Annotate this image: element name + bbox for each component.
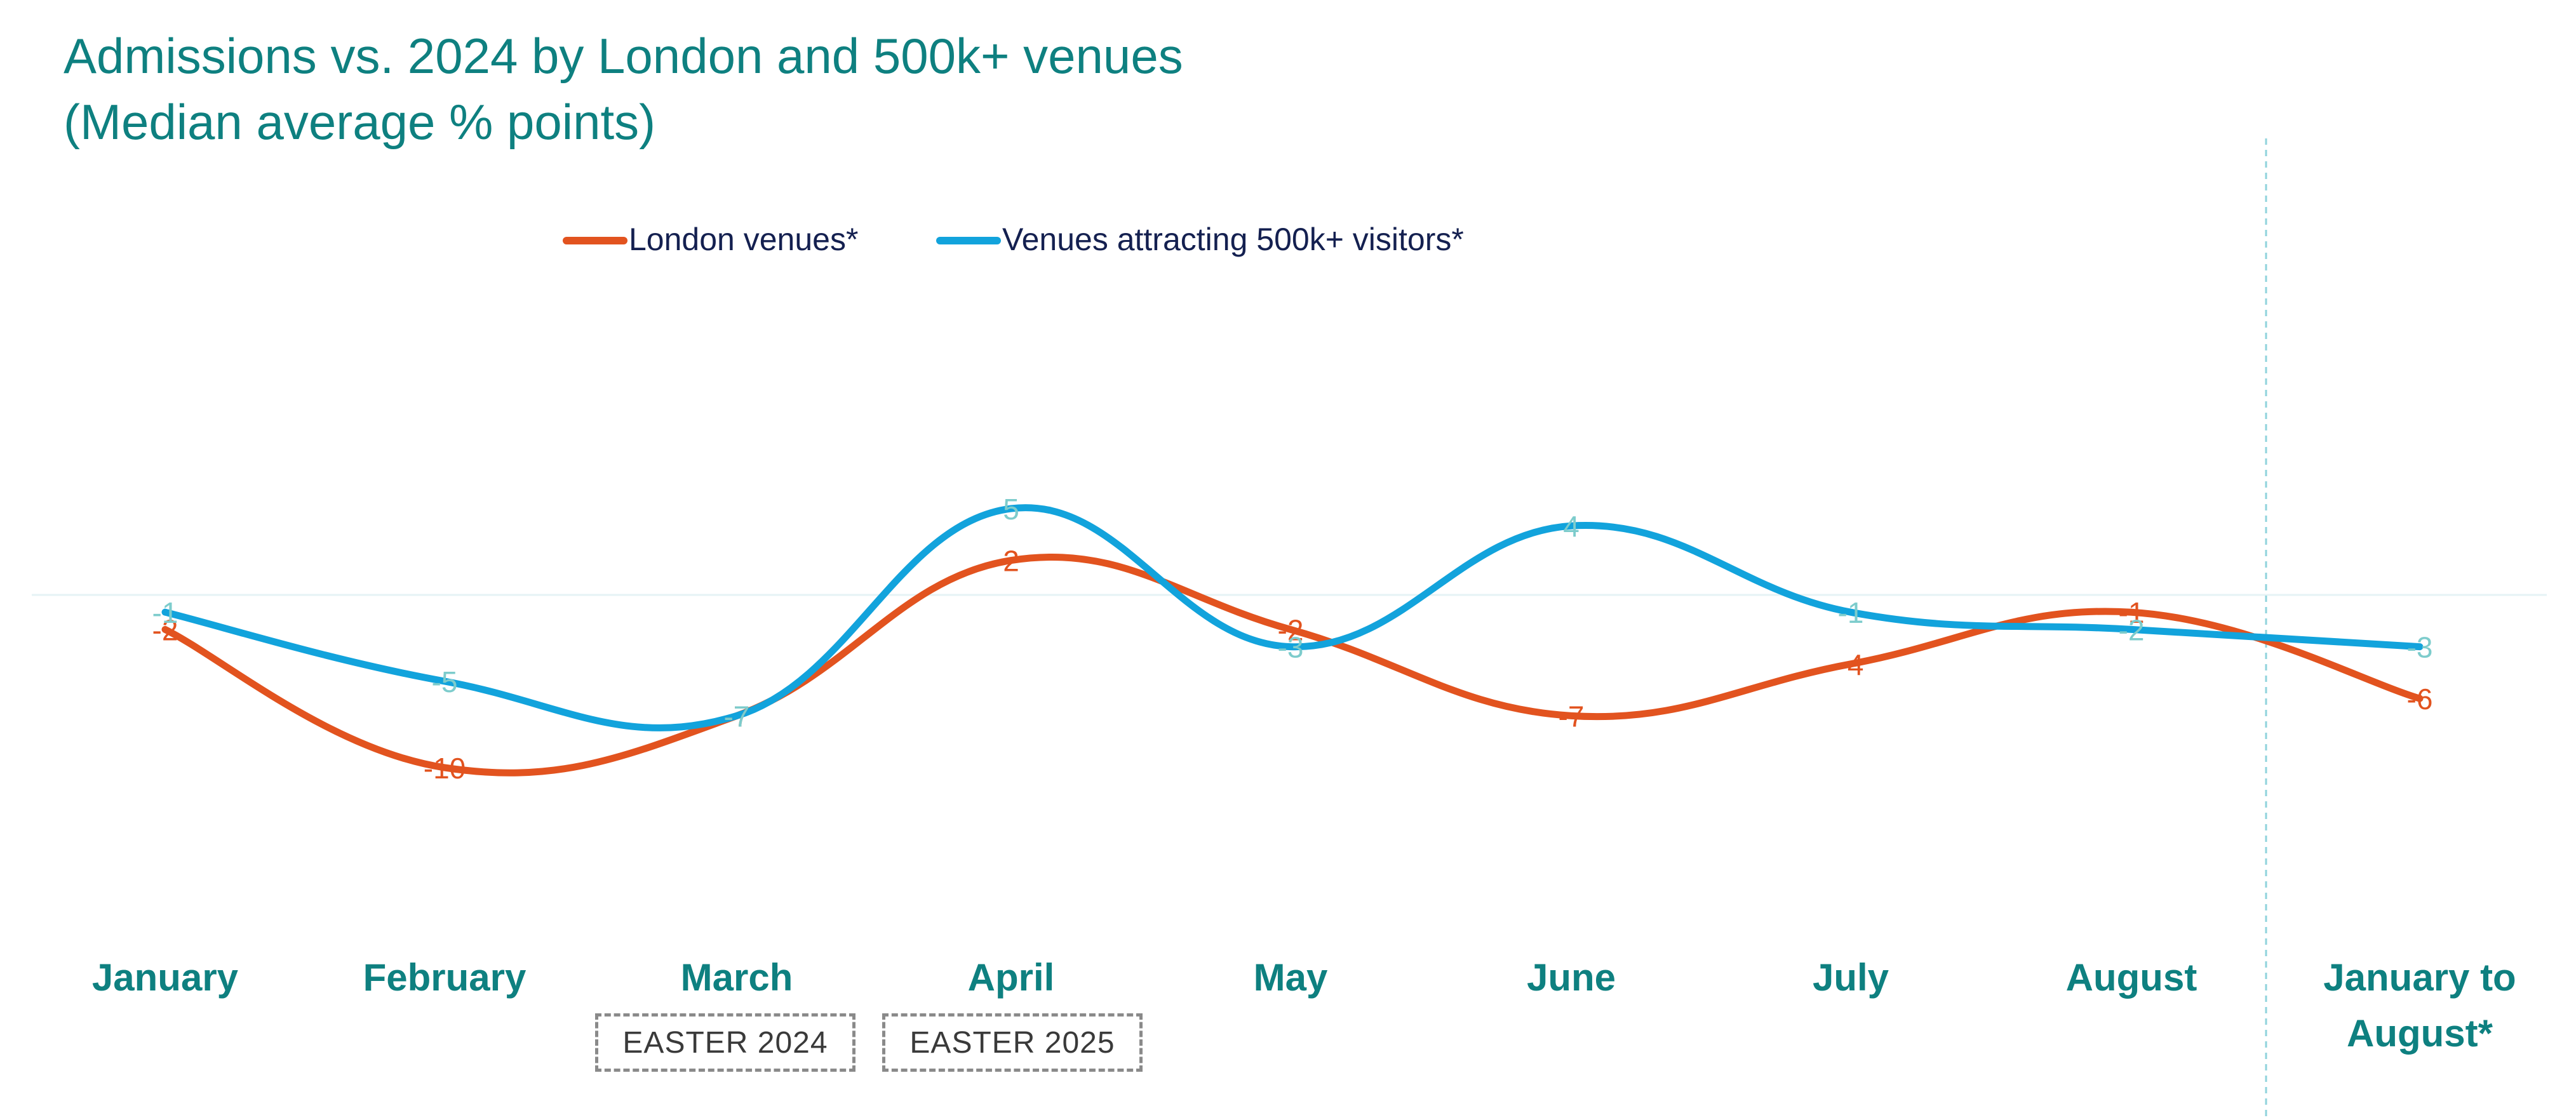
data-label-london-5: -7: [1559, 700, 1585, 733]
annotation-easter-2025: EASTER 2025: [882, 1013, 1143, 1072]
x-axis-labels: January February March April May June July Augu…: [92, 956, 2516, 1055]
chart-title-line-2: (Median average % points): [64, 94, 656, 150]
data-labels: -2-10-72-2-7-4-1-6-1-5-75-34-1-2-3: [152, 493, 2433, 785]
data-label-london-7: -1: [2119, 596, 2145, 629]
legend-label-500k: Venues attracting 500k+ visitors*: [1002, 222, 1464, 257]
data-label-london-4: -2: [1278, 613, 1304, 646]
data-label-500k-1: -5: [432, 665, 458, 698]
x-axis-label-3: April: [968, 956, 1055, 999]
data-label-500k-4: -3: [1278, 631, 1304, 664]
data-label-london-2: -7: [724, 700, 750, 733]
series-line-500k: [161, 504, 2424, 731]
data-label-500k-7: -2: [2119, 613, 2145, 646]
x-axis-label-7: August: [2066, 956, 2197, 999]
x-axis-label-0: January: [92, 956, 239, 999]
data-label-london-1: -10: [424, 752, 466, 785]
series-line-london: [161, 553, 2424, 777]
x-axis-label-1: February: [363, 956, 527, 999]
chart-title-line-1: Admissions vs. 2024 by London and 500k+ …: [64, 28, 1183, 84]
series-layer: [161, 504, 2424, 777]
data-label-500k-0: -1: [152, 596, 178, 629]
data-label-500k-3: 5: [1003, 493, 1019, 526]
data-label-london-3: 2: [1003, 545, 1019, 578]
data-label-london-8: -6: [2407, 683, 2433, 716]
x-axis-label-5: June: [1527, 956, 1616, 999]
chart-legend: London venues* Venues attracting 500k+ v…: [563, 222, 1464, 257]
x-axis-label-8: January to August*: [2323, 956, 2516, 1055]
data-label-500k-5: 4: [1563, 510, 1580, 543]
chart-title: Admissions vs. 2024 by London and 500k+ …: [64, 23, 1183, 155]
x-axis-label-2: March: [681, 956, 793, 999]
x-axis-label-6: July: [1813, 956, 1889, 999]
annotation-easter-2024: EASTER 2024: [595, 1013, 855, 1072]
data-label-500k-2: -7: [724, 700, 750, 733]
data-label-london-0: -2: [152, 613, 178, 646]
data-label-500k-6: -1: [1838, 596, 1864, 629]
data-label-500k-8: -3: [2407, 631, 2433, 664]
x-axis-label-4: May: [1254, 956, 1328, 999]
legend-label-london: London venues*: [629, 222, 858, 257]
data-label-london-6: -4: [1838, 648, 1864, 681]
